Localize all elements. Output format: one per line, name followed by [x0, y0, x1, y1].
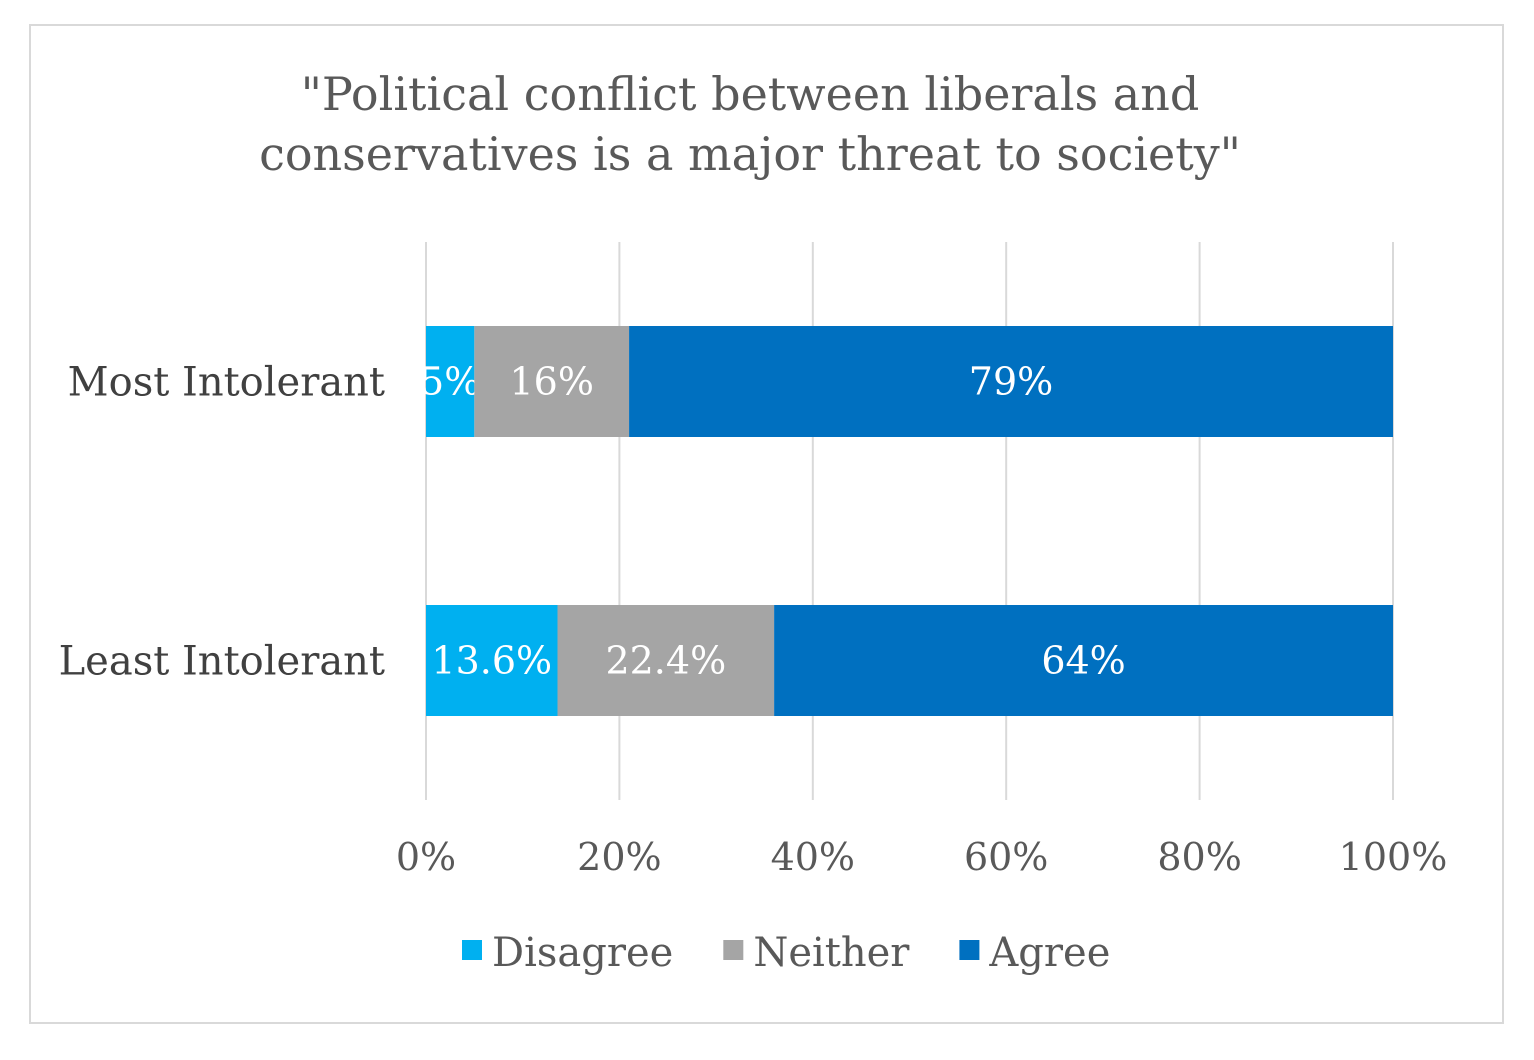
chart-frame	[29, 24, 1504, 1024]
data-label: 16%	[509, 360, 593, 404]
bar-segment-agree	[629, 326, 1393, 437]
x-tick-label: 40%	[771, 835, 855, 879]
legend-label: Neither	[753, 930, 910, 976]
bar-segment-neither	[474, 326, 630, 437]
data-label: 13.6%	[431, 639, 552, 683]
category-label: Most Intolerant	[68, 360, 385, 406]
x-tick-label: 80%	[1157, 835, 1241, 879]
legend-swatch	[462, 940, 482, 960]
x-tick-label: 0%	[396, 835, 456, 879]
bar-segment-disagree	[426, 326, 475, 437]
data-label: 22.4%	[605, 639, 726, 683]
bar-segment-neither	[557, 605, 775, 716]
legend-swatch	[723, 940, 744, 960]
data-label: 79%	[969, 360, 1053, 404]
legend-label: Agree	[988, 930, 1110, 976]
chart-title: "Political conflict between liberals and	[301, 67, 1200, 121]
chart-title: conservatives is a major threat to socie…	[259, 127, 1241, 181]
bar-segment-agree	[774, 605, 1393, 716]
x-tick-label: 60%	[964, 835, 1048, 879]
x-tick-label: 100%	[1339, 835, 1448, 879]
category-label: Least Intolerant	[59, 639, 385, 685]
data-label: 64%	[1041, 639, 1125, 683]
legend-label: Disagree	[492, 930, 673, 976]
data-label: 5%	[420, 360, 480, 404]
bar-segment-disagree	[426, 605, 558, 716]
x-tick-label: 20%	[577, 835, 661, 879]
legend-swatch	[959, 940, 980, 960]
